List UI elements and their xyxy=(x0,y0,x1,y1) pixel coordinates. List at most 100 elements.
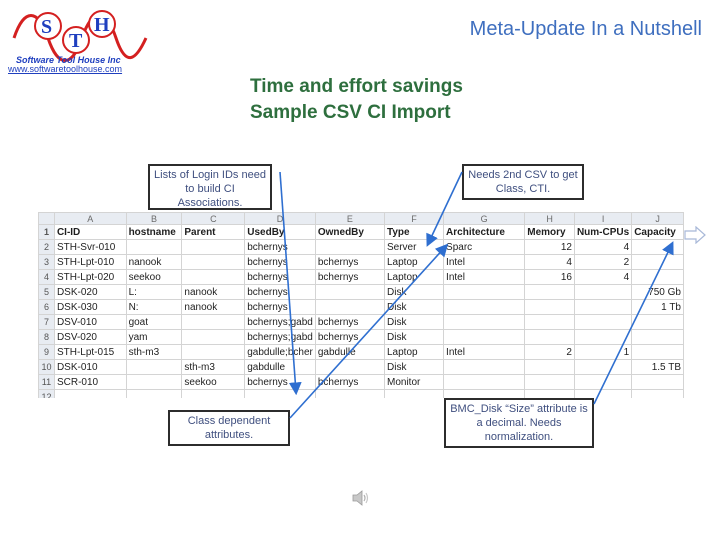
sheet-cell[interactable]: STH-Lpt-015 xyxy=(53,344,127,360)
sheet-cell[interactable] xyxy=(631,389,684,398)
sheet-cell[interactable]: Type xyxy=(383,224,445,240)
sheet-cell[interactable]: nanook xyxy=(181,284,246,300)
col-letter-d[interactable]: D xyxy=(244,212,316,225)
sheet-cell[interactable]: STH-Svr-010 xyxy=(53,239,127,255)
sheet-cell[interactable]: Capacity xyxy=(631,224,684,240)
sheet-cell[interactable]: 4 xyxy=(573,269,633,285)
sheet-cell[interactable] xyxy=(125,359,183,375)
sheet-cell[interactable]: bchernys xyxy=(314,254,386,270)
col-letter-c[interactable]: C xyxy=(181,212,246,225)
sheet-cell[interactable]: goat xyxy=(125,314,183,330)
sheet-cell[interactable]: bchernys xyxy=(314,374,386,390)
sheet-cell[interactable]: L: xyxy=(125,284,183,300)
sheet-cell[interactable]: bchernys xyxy=(244,299,316,315)
sheet-cell[interactable] xyxy=(631,269,684,285)
sheet-cell[interactable]: 12 xyxy=(524,239,575,255)
sheet-cell[interactable]: nanook xyxy=(125,254,183,270)
row-number[interactable]: 9 xyxy=(38,344,55,360)
sheet-cell[interactable] xyxy=(383,389,445,398)
sheet-cell[interactable] xyxy=(524,329,575,345)
col-letter-i[interactable]: I xyxy=(573,212,633,225)
sheet-cell[interactable]: Disk xyxy=(383,359,445,375)
sheet-cell[interactable] xyxy=(573,359,633,375)
col-letter-h[interactable]: H xyxy=(524,212,575,225)
sheet-cell[interactable] xyxy=(443,374,526,390)
row-number[interactable]: 3 xyxy=(38,254,55,270)
sheet-cell[interactable] xyxy=(181,314,246,330)
sheet-cell[interactable]: Disk xyxy=(383,299,445,315)
sheet-cell[interactable]: gabdulle xyxy=(314,344,386,360)
sheet-cell[interactable]: OwnedBy xyxy=(314,224,386,240)
sheet-cell[interactable]: Laptop xyxy=(383,269,445,285)
col-letter-a[interactable]: A xyxy=(53,212,127,225)
sheet-cell[interactable] xyxy=(314,359,386,375)
sheet-cell[interactable]: Parent xyxy=(181,224,246,240)
sheet-cell[interactable]: gabdulle;bcher xyxy=(244,344,316,360)
col-letter-b[interactable]: B xyxy=(125,212,183,225)
sheet-cell[interactable] xyxy=(524,284,575,300)
sheet-cell[interactable] xyxy=(314,239,386,255)
sheet-cell[interactable]: bchernys xyxy=(244,374,316,390)
row-number[interactable]: 7 xyxy=(38,314,55,330)
row-number[interactable]: 1 xyxy=(38,224,55,240)
sheet-cell[interactable]: 2 xyxy=(573,254,633,270)
row-number[interactable]: 8 xyxy=(38,329,55,345)
sheet-cell[interactable] xyxy=(125,374,183,390)
sheet-cell[interactable]: STH-Lpt-010 xyxy=(53,254,127,270)
sheet-cell[interactable]: bchernys xyxy=(314,329,386,345)
sheet-cell[interactable]: CI-ID xyxy=(53,224,127,240)
sheet-cell[interactable]: 1.5 TB xyxy=(631,359,684,375)
sheet-cell[interactable]: 1 xyxy=(573,344,633,360)
sheet-cell[interactable] xyxy=(314,389,386,398)
sheet-cell[interactable] xyxy=(443,299,526,315)
sheet-cell[interactable] xyxy=(244,389,316,398)
sheet-cell[interactable]: Intel xyxy=(443,254,526,270)
sheet-cell[interactable]: nanook xyxy=(181,299,246,315)
sheet-cell[interactable]: 750 Gb xyxy=(631,284,684,300)
row-number[interactable]: 2 xyxy=(38,239,55,255)
sheet-cell[interactable] xyxy=(631,239,684,255)
sheet-cell[interactable] xyxy=(125,389,183,398)
sheet-cell[interactable] xyxy=(314,299,386,315)
sheet-cell[interactable]: 1 Tb xyxy=(631,299,684,315)
row-number[interactable]: 4 xyxy=(38,269,55,285)
sheet-cell[interactable]: Intel xyxy=(443,344,526,360)
sheet-cell[interactable]: DSK-030 xyxy=(53,299,127,315)
sheet-cell[interactable] xyxy=(443,329,526,345)
company-url-link[interactable]: www.softwaretoolhouse.com xyxy=(8,64,123,74)
sheet-cell[interactable] xyxy=(631,314,684,330)
sheet-cell[interactable] xyxy=(443,389,526,398)
sheet-cell[interactable] xyxy=(573,299,633,315)
sheet-cell[interactable] xyxy=(524,374,575,390)
sheet-cell[interactable]: Architecture xyxy=(443,224,526,240)
sheet-cell[interactable] xyxy=(181,239,246,255)
col-letter-j[interactable]: J xyxy=(631,212,684,225)
sheet-cell[interactable]: bchernys xyxy=(244,239,316,255)
sheet-cell[interactable]: Disk xyxy=(383,314,445,330)
sheet-cell[interactable]: 16 xyxy=(524,269,575,285)
sheet-cell[interactable] xyxy=(631,374,684,390)
sheet-cell[interactable]: Server xyxy=(383,239,445,255)
sheet-cell[interactable]: bchernys xyxy=(244,254,316,270)
sheet-cell[interactable]: Num-CPUs xyxy=(573,224,633,240)
sheet-cell[interactable]: UsedBy xyxy=(244,224,316,240)
sheet-cell[interactable] xyxy=(443,284,526,300)
sheet-cell[interactable]: hostname xyxy=(125,224,183,240)
sheet-cell[interactable]: Sparc xyxy=(443,239,526,255)
col-letter-f[interactable]: F xyxy=(383,212,445,225)
sheet-cell[interactable]: DSK-020 xyxy=(53,284,127,300)
sheet-cell[interactable]: bchernys;gabd xyxy=(244,314,316,330)
sheet-cell[interactable] xyxy=(573,329,633,345)
sheet-cell[interactable]: bchernys;gabd xyxy=(244,329,316,345)
col-letter-e[interactable]: E xyxy=(314,212,386,225)
sheet-cell[interactable] xyxy=(181,389,246,398)
col-letter-g[interactable]: G xyxy=(443,212,526,225)
sheet-cell[interactable]: bchernys xyxy=(314,314,386,330)
sheet-cell[interactable]: Laptop xyxy=(383,254,445,270)
sheet-cell[interactable]: STH-Lpt-020 xyxy=(53,269,127,285)
sheet-cell[interactable]: Disk xyxy=(383,329,445,345)
sheet-cell[interactable] xyxy=(314,284,386,300)
sheet-cell[interactable] xyxy=(181,329,246,345)
sheet-cell[interactable]: 4 xyxy=(573,239,633,255)
sheet-cell[interactable] xyxy=(524,359,575,375)
